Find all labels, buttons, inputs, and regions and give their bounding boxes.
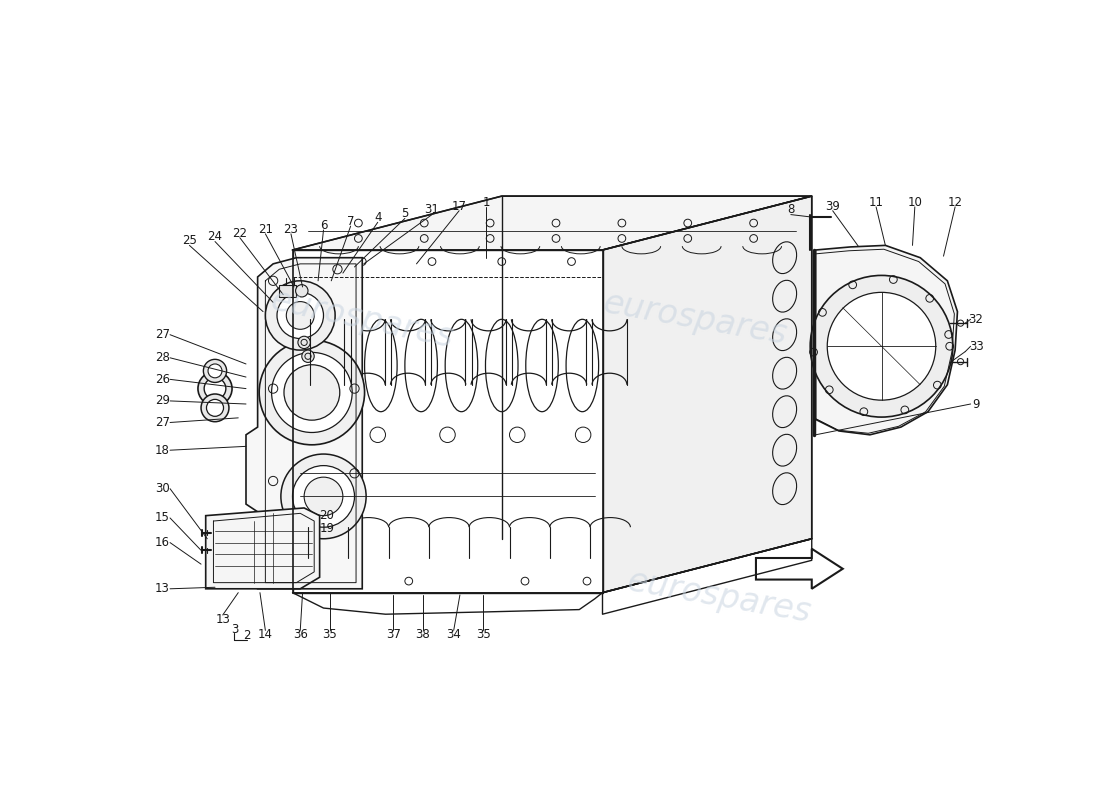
Text: 24: 24 xyxy=(208,230,222,243)
Text: eurospares: eurospares xyxy=(267,284,456,355)
Polygon shape xyxy=(756,549,843,589)
Text: 13: 13 xyxy=(155,582,169,595)
Text: eurospares: eurospares xyxy=(624,564,813,629)
Text: 26: 26 xyxy=(155,373,169,386)
Text: 20: 20 xyxy=(320,509,334,522)
Circle shape xyxy=(304,477,343,516)
Text: 18: 18 xyxy=(155,444,169,457)
Text: 34: 34 xyxy=(447,629,461,642)
Text: 28: 28 xyxy=(155,351,169,364)
Circle shape xyxy=(205,378,225,399)
Text: 4: 4 xyxy=(374,211,382,224)
Text: 31: 31 xyxy=(425,203,439,217)
Circle shape xyxy=(298,336,310,349)
Circle shape xyxy=(280,454,366,538)
Circle shape xyxy=(301,350,315,362)
Text: 33: 33 xyxy=(969,340,983,353)
Text: 38: 38 xyxy=(416,629,430,642)
Text: 12: 12 xyxy=(947,196,962,209)
Polygon shape xyxy=(246,258,362,589)
Text: 13: 13 xyxy=(216,613,230,626)
Text: 9: 9 xyxy=(972,398,980,410)
Polygon shape xyxy=(206,508,320,589)
Text: 3: 3 xyxy=(231,623,238,636)
Text: 36: 36 xyxy=(293,629,308,642)
Circle shape xyxy=(293,466,354,527)
Text: 22: 22 xyxy=(232,226,248,239)
Circle shape xyxy=(296,285,308,297)
Text: 35: 35 xyxy=(476,629,491,642)
Text: 19: 19 xyxy=(320,522,334,535)
Circle shape xyxy=(286,302,315,330)
Circle shape xyxy=(204,359,227,382)
Text: 2: 2 xyxy=(243,630,251,642)
Text: 7: 7 xyxy=(346,215,354,228)
Text: 6: 6 xyxy=(320,219,328,232)
Polygon shape xyxy=(278,285,296,297)
Circle shape xyxy=(265,281,336,350)
Circle shape xyxy=(272,353,352,433)
Text: 15: 15 xyxy=(155,511,169,525)
Text: 29: 29 xyxy=(155,394,169,407)
Polygon shape xyxy=(293,196,812,250)
Circle shape xyxy=(201,394,229,422)
Circle shape xyxy=(208,364,222,378)
Circle shape xyxy=(198,372,232,406)
Text: 30: 30 xyxy=(155,482,169,495)
Text: 32: 32 xyxy=(969,313,983,326)
Polygon shape xyxy=(603,196,812,593)
Text: 35: 35 xyxy=(322,629,337,642)
Circle shape xyxy=(284,365,340,420)
Text: 21: 21 xyxy=(257,222,273,236)
Text: 25: 25 xyxy=(182,234,197,247)
Text: 27: 27 xyxy=(155,328,169,341)
Text: 27: 27 xyxy=(155,416,169,429)
Polygon shape xyxy=(293,250,603,593)
Text: 14: 14 xyxy=(257,629,273,642)
Text: 10: 10 xyxy=(908,196,922,209)
Circle shape xyxy=(827,292,936,400)
Text: 17: 17 xyxy=(452,200,466,213)
Circle shape xyxy=(207,399,223,416)
Circle shape xyxy=(260,340,364,445)
Text: 5: 5 xyxy=(402,207,408,220)
Text: 23: 23 xyxy=(284,222,298,236)
Text: 16: 16 xyxy=(155,536,169,549)
Circle shape xyxy=(811,275,953,417)
Text: 1: 1 xyxy=(483,196,490,209)
Polygon shape xyxy=(815,246,957,435)
Text: 8: 8 xyxy=(788,203,794,217)
Text: eurospares: eurospares xyxy=(601,287,790,352)
Circle shape xyxy=(277,292,323,338)
Text: 37: 37 xyxy=(386,629,400,642)
Text: 11: 11 xyxy=(869,196,883,209)
Text: 39: 39 xyxy=(825,200,840,213)
